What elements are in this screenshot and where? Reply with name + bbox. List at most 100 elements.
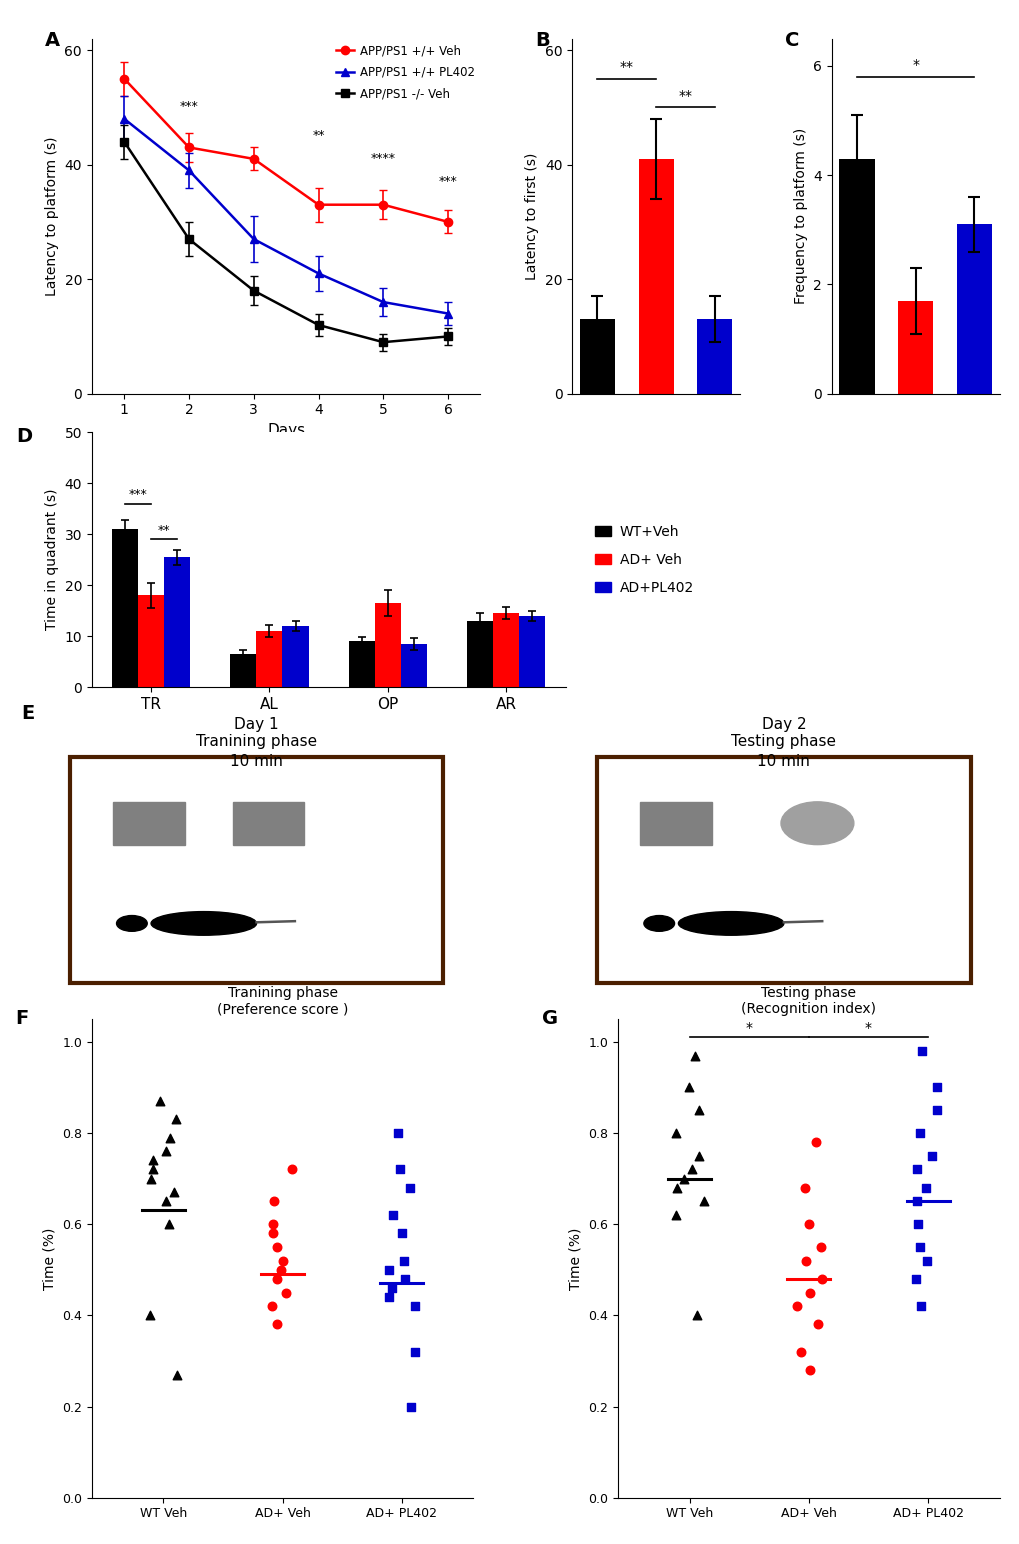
Text: F: F bbox=[15, 1010, 29, 1028]
Point bbox=[396, 1266, 413, 1291]
Point bbox=[916, 1175, 932, 1200]
Point bbox=[797, 1175, 813, 1200]
Text: Day 2: Day 2 bbox=[761, 716, 805, 732]
Point bbox=[381, 1285, 397, 1309]
Point bbox=[168, 1107, 184, 1132]
Text: Testing phase: Testing phase bbox=[731, 733, 836, 749]
Point bbox=[792, 1340, 808, 1365]
Y-axis label: Latency to first (s): Latency to first (s) bbox=[525, 153, 539, 279]
FancyBboxPatch shape bbox=[69, 758, 443, 982]
Point bbox=[812, 1235, 828, 1260]
Point bbox=[395, 1248, 412, 1272]
Text: ***: *** bbox=[128, 488, 147, 502]
Point bbox=[813, 1266, 829, 1291]
Ellipse shape bbox=[151, 911, 257, 936]
Bar bbox=[164, 557, 190, 687]
Point bbox=[392, 1156, 409, 1181]
Text: E: E bbox=[21, 704, 35, 724]
Point bbox=[264, 1294, 280, 1319]
Point bbox=[695, 1189, 711, 1214]
Point bbox=[928, 1075, 945, 1099]
Point bbox=[389, 1121, 406, 1146]
Circle shape bbox=[781, 801, 853, 845]
Y-axis label: Time in quadrant (s): Time in quadrant (s) bbox=[45, 489, 59, 630]
Point bbox=[807, 1130, 823, 1155]
Bar bbox=[897, 301, 932, 394]
Point bbox=[401, 1394, 418, 1419]
Point bbox=[911, 1121, 927, 1146]
Point bbox=[266, 1189, 282, 1214]
Point bbox=[683, 1156, 699, 1181]
Bar bbox=[348, 641, 375, 687]
Point bbox=[667, 1121, 684, 1146]
Title: Testing phase
(Recognition index): Testing phase (Recognition index) bbox=[741, 987, 875, 1016]
Point bbox=[275, 1248, 291, 1272]
Point bbox=[268, 1266, 284, 1291]
Point bbox=[165, 1180, 181, 1204]
Point bbox=[911, 1294, 927, 1319]
Point bbox=[142, 1303, 158, 1328]
Y-axis label: Latency to platform (s): Latency to platform (s) bbox=[45, 136, 59, 296]
Point bbox=[265, 1221, 281, 1246]
Text: **: ** bbox=[312, 128, 324, 142]
Point bbox=[145, 1156, 161, 1181]
Point bbox=[675, 1166, 691, 1190]
Point bbox=[666, 1203, 683, 1227]
Text: D: D bbox=[16, 428, 32, 446]
Text: **: ** bbox=[678, 88, 692, 103]
Point bbox=[681, 1075, 697, 1099]
Bar bbox=[400, 644, 427, 687]
Bar bbox=[697, 320, 732, 394]
Point bbox=[407, 1340, 423, 1365]
Point bbox=[380, 1257, 396, 1282]
Point bbox=[401, 1175, 418, 1200]
Point bbox=[802, 1357, 818, 1382]
Bar bbox=[282, 625, 308, 687]
Text: G: G bbox=[541, 1010, 557, 1028]
Bar bbox=[375, 604, 400, 687]
Text: **: ** bbox=[620, 60, 633, 74]
Point bbox=[908, 1156, 924, 1181]
Point bbox=[158, 1139, 174, 1164]
Text: Tranining phase: Tranining phase bbox=[196, 733, 317, 749]
Point bbox=[158, 1189, 174, 1214]
Point bbox=[928, 1098, 945, 1122]
Point bbox=[384, 1203, 400, 1227]
Point bbox=[809, 1312, 825, 1337]
Ellipse shape bbox=[643, 916, 674, 931]
Text: *: * bbox=[745, 1021, 752, 1034]
Text: *: * bbox=[911, 59, 918, 73]
Point bbox=[265, 1212, 281, 1237]
FancyBboxPatch shape bbox=[113, 803, 184, 845]
Bar bbox=[467, 621, 493, 687]
Text: *: * bbox=[864, 1021, 871, 1034]
Point bbox=[268, 1312, 284, 1337]
Bar bbox=[256, 631, 282, 687]
Bar bbox=[138, 596, 164, 687]
Y-axis label: Time (%): Time (%) bbox=[43, 1227, 56, 1289]
Point bbox=[152, 1089, 168, 1113]
Text: Day 1: Day 1 bbox=[234, 716, 278, 732]
Legend: WT+Veh, AD+ Veh, AD+PL402: WT+Veh, AD+ Veh, AD+PL402 bbox=[594, 525, 693, 594]
Point bbox=[801, 1280, 817, 1305]
Point bbox=[911, 1235, 927, 1260]
Bar bbox=[638, 159, 674, 394]
FancyBboxPatch shape bbox=[232, 803, 305, 845]
Y-axis label: Frequency to platform (s): Frequency to platform (s) bbox=[793, 128, 807, 304]
FancyBboxPatch shape bbox=[640, 803, 711, 845]
Bar bbox=[112, 530, 138, 687]
Point bbox=[913, 1039, 929, 1064]
Y-axis label: Time (%): Time (%) bbox=[569, 1227, 582, 1289]
Ellipse shape bbox=[678, 911, 784, 936]
Point bbox=[690, 1144, 706, 1169]
Bar bbox=[230, 655, 256, 687]
Point bbox=[384, 1275, 400, 1300]
FancyBboxPatch shape bbox=[596, 758, 970, 982]
Point bbox=[923, 1144, 940, 1169]
Point bbox=[918, 1248, 934, 1272]
Bar bbox=[956, 224, 991, 394]
Point bbox=[393, 1221, 410, 1246]
Text: **: ** bbox=[158, 523, 170, 537]
Point bbox=[909, 1212, 925, 1237]
Text: 10 min: 10 min bbox=[757, 753, 809, 769]
